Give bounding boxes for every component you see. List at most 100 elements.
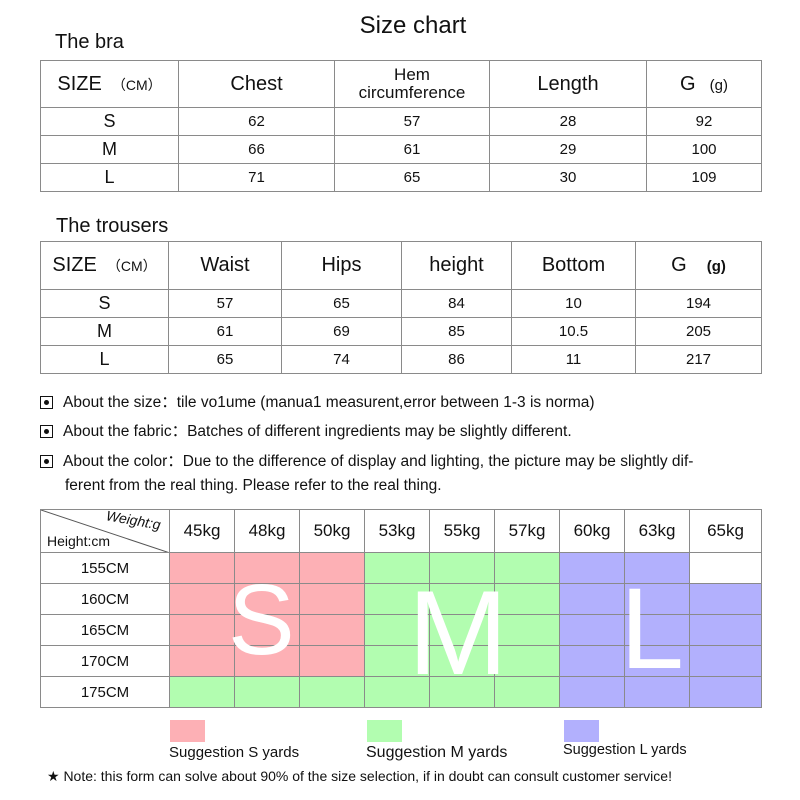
note-color-cont: ferent from the real thing. Please refer… [65,477,442,495]
size-cell [364,583,430,615]
height-label: 155CM [40,552,170,584]
diagonal-line [41,510,168,552]
trousers-cell: 194 [635,289,762,318]
weight-header: 50kg [299,509,365,553]
bra-col-hem: Hem circumference [334,60,490,108]
size-cell [494,552,560,584]
bra-cell: 71 [178,163,335,192]
height-label: 175CM [40,676,170,708]
bra-cell: 57 [334,107,490,136]
grid-corner: Weight:g Height:cm [40,509,170,553]
trousers-col-hips: Hips [281,241,402,290]
size-cell [299,676,365,708]
size-recommendation-grid: Weight:g Height:cm 45kg 48kg 50kg 53kg 5… [40,509,762,708]
size-cell [689,583,762,615]
trousers-size-unit: （CM） [106,258,157,274]
bra-cell: 66 [178,135,335,164]
size-cell [364,614,430,646]
table-row: L 71 65 30 109 [40,163,762,192]
note-text: About the size：tile vo1ume (manua1 measu… [63,394,595,411]
bra-cell: 30 [489,163,647,192]
bullet-icon [40,455,53,468]
size-cell [494,645,560,677]
weight-header: 60kg [559,509,625,553]
bra-header-row: SIZE （CM） Chest Hem circumference Length … [40,60,762,108]
table-row: L 65 74 86 11 217 [40,345,762,374]
bra-g-unit: (g) [709,76,728,94]
size-cell [429,676,495,708]
legend-label-s: Suggestion S yards [169,744,300,761]
legend-label-l: Suggestion L yards [563,742,687,758]
trousers-heading: The trousers [56,215,169,237]
size-cell [689,645,762,677]
weight-header: 63kg [624,509,690,553]
height-axis-label: Height:cm [47,533,111,549]
trousers-row-size: S [40,289,169,318]
trousers-cell: 10 [511,289,636,318]
size-cell [624,552,690,584]
size-cell [624,583,690,615]
size-cell [234,552,300,584]
trousers-cell: 11 [511,345,636,374]
bra-cell: 62 [178,107,335,136]
trousers-cell: 10.5 [511,317,636,346]
size-cell [299,552,365,584]
size-cell [234,676,300,708]
bra-row-size: M [40,135,179,164]
page-title: Size chart [359,12,467,39]
bra-cell: 61 [334,135,490,164]
size-cell [689,676,762,708]
size-cell [234,614,300,646]
trousers-cell: 65 [281,289,402,318]
size-cell [559,676,625,708]
bra-size-unit: （CM） [111,76,162,93]
weight-header: 65kg [689,509,762,553]
size-cell [169,583,235,615]
weight-header: 57kg [494,509,560,553]
size-cell [169,614,235,646]
grid-row: 175CM [40,676,762,708]
big-letter-m: M [408,566,508,700]
note-text: ferent from the real thing. Please refer… [65,477,442,494]
trousers-cell: 69 [281,317,402,346]
bra-cell: 28 [489,107,647,136]
bra-col-chest: Chest [178,60,335,108]
bra-g-label: G [680,72,696,95]
size-cell [299,614,365,646]
size-cell [559,645,625,677]
trousers-col-waist: Waist [168,241,282,290]
bullet-icon [40,425,53,438]
trousers-size-header: SIZE （CM） [40,241,169,290]
size-cell [624,614,690,646]
legend-swatch-s [170,720,205,742]
trousers-row-size: M [40,317,169,346]
size-cell [169,645,235,677]
weight-header: 53kg [364,509,430,553]
size-cell [234,583,300,615]
grid-header-row: Weight:g Height:cm 45kg 48kg 50kg 53kg 5… [40,509,762,553]
trousers-cell: 61 [168,317,282,346]
size-cell [494,614,560,646]
bra-cell: 109 [646,163,762,192]
footer-note: ★ Note: this form can solve about 90% of… [47,768,672,784]
bra-cell: 29 [489,135,647,164]
bra-row-size: S [40,107,179,136]
trousers-g-label: G [671,254,687,276]
bra-size-label: SIZE [57,72,102,95]
trousers-size-label: SIZE [52,254,97,276]
size-cell [234,645,300,677]
height-label: 165CM [40,614,170,646]
trousers-cell: 84 [401,289,512,318]
bra-cell: 92 [646,107,762,136]
trousers-cell: 86 [401,345,512,374]
trousers-row-size: L [40,345,169,374]
trousers-col-bottom: Bottom [511,241,636,290]
table-row: M 66 61 29 100 [40,135,762,164]
trousers-col-height: height [401,241,512,290]
weight-header: 48kg [234,509,300,553]
size-cell [689,614,762,646]
height-label: 160CM [40,583,170,615]
size-cell [559,614,625,646]
grid-row: 160CM [40,583,762,615]
legend-swatch-m [367,720,402,742]
